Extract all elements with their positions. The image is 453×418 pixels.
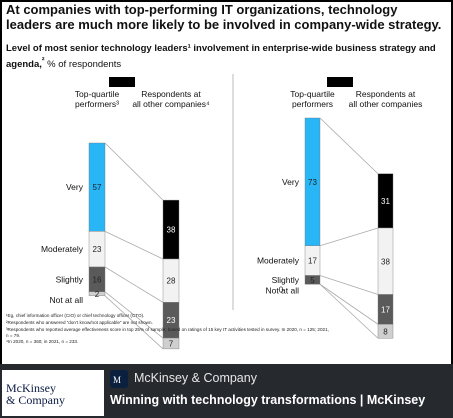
video-title[interactable]: Winning with technology transformations … [110,393,426,407]
data-label: 17 [381,305,390,314]
footnote-2: ²Respondents who answered “don’t know/no… [6,320,153,325]
data-label: 73 [308,178,317,187]
connector-line [319,275,379,295]
footnote-4: ⁴In 2020, n = 360; in 2021, n = 233. [6,339,79,344]
category-label: Respondents at [141,89,201,99]
connector-line [104,291,164,339]
subtitle-main: Level of most senior technology leaders¹… [6,43,436,71]
row-label: Not at all [265,285,299,295]
data-label: 23 [167,316,176,325]
category-label: Top-quartile [75,89,120,99]
connector-line [104,230,164,260]
data-label: 23 [93,245,102,254]
bar-segment [304,275,321,285]
data-label: 31 [381,197,390,206]
data-label: 28 [167,277,176,286]
category-label: Top-quartile [290,89,335,99]
row-label: Very [282,177,300,187]
year-label-box [109,77,135,87]
mckinsey-logo: McKinsey & Company [2,370,104,416]
subtitle-footnote-mark: ² [41,56,45,65]
connector-line [104,266,164,303]
footnote-1: ¹Eg, chief information officer (CIO) or … [6,313,145,318]
channel-avatar-icon[interactable]: M [110,370,128,388]
category-label: all other companies⁴ [132,99,210,109]
channel-name[interactable]: McKinsey & Company [134,371,257,385]
data-label: 8 [383,327,388,336]
connector-line [319,283,379,339]
row-label: Slightly [272,275,300,285]
connector-line [104,142,164,201]
data-label: 16 [93,275,102,284]
data-label: 7 [169,339,174,348]
subtitle-unit: % of respondents [44,59,122,71]
row-label: Moderately [41,244,84,254]
year-label-box [327,77,353,87]
data-label: 5 [310,276,315,285]
footnote-3-cont: n = 79. [6,333,21,338]
bar-segment [162,337,180,350]
data-label: 2 [95,290,100,299]
data-label: 0 [279,285,284,294]
data-label: 38 [381,257,390,266]
row-label: Not at all [49,295,83,305]
category-label: performers [292,99,333,109]
bar-segment [377,324,394,339]
row-label: Very [66,182,84,192]
category-label: all other companies [349,99,423,109]
data-label: 38 [167,226,176,235]
connector-line [319,227,379,247]
connector-line [319,117,379,175]
bar-segment [88,291,106,296]
connector-line [319,283,379,325]
category-label: Respondents at [356,89,416,99]
data-label: 17 [308,257,317,266]
footnote-3: ³Respondents who reported average effect… [6,327,329,332]
row-label: Slightly [56,274,84,284]
connector-line [104,295,164,350]
logo-line-1: McKinsey [6,381,56,395]
row-label: Moderately [257,256,300,266]
logo-line-2: & Company [6,393,65,407]
data-label: 57 [93,183,102,192]
headline: At companies with top-performing IT orga… [6,2,442,32]
svg-text:M: M [113,375,121,385]
chart-subtitle: Level of most senior technology leaders¹… [6,43,446,71]
category-label: performers³ [75,99,119,109]
